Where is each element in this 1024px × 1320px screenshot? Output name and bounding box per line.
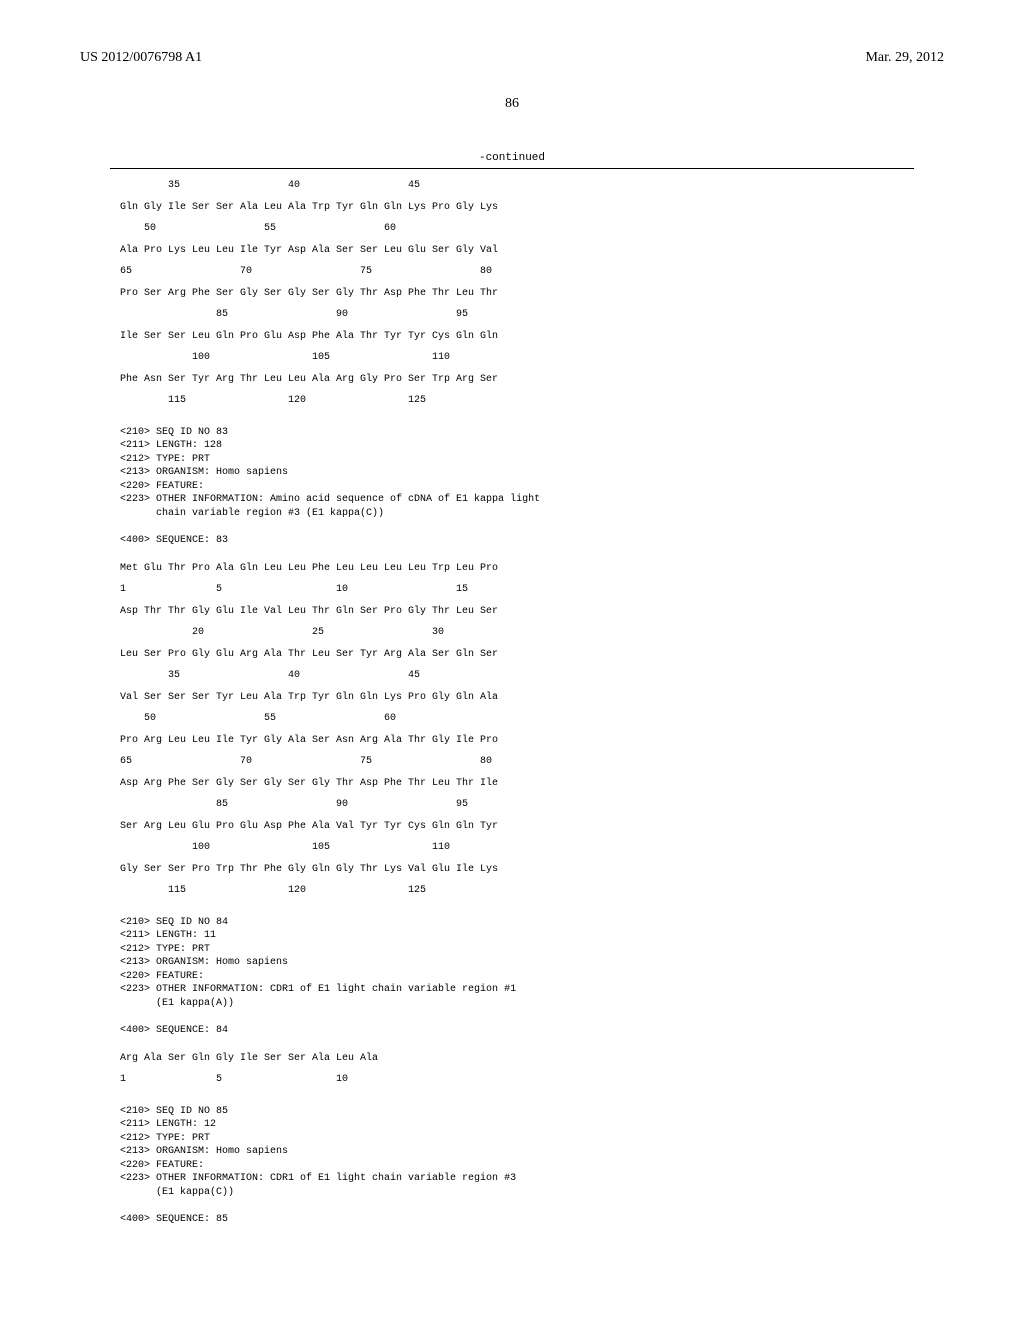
seq-a-row-5: Phe Asn Ser Tyr Arg Thr Leu Leu Ala Arg … [120, 373, 944, 387]
seq-a-row-2: Ala Pro Lys Leu Leu Ile Tyr Asp Ala Ser … [120, 244, 944, 258]
page-number: 86 [80, 96, 944, 112]
seq-b-pos-3: 35 40 45 [120, 669, 944, 683]
seq-b-row-8: Gly Ser Ser Pro Trp Thr Phe Gly Gln Gly … [120, 863, 944, 877]
seq-b-row-1: Met Glu Thr Pro Ala Gln Leu Leu Phe Leu … [120, 562, 944, 576]
seq-a-pos-4: 100 105 110 [120, 351, 944, 365]
seq-a-pos-2: 65 70 75 80 [120, 265, 944, 279]
seq-83-label: <400> SEQUENCE: 83 [120, 534, 944, 548]
seq-b-row-3: Leu Ser Pro Gly Glu Arg Ala Thr Leu Ser … [120, 648, 944, 662]
seq-b-pos-7: 100 105 110 [120, 841, 944, 855]
seq-b-row-5: Pro Arg Leu Leu Ile Tyr Gly Ala Ser Asn … [120, 734, 944, 748]
seq-b-pos-2: 20 25 30 [120, 626, 944, 640]
meta-block-85: <210> SEQ ID NO 85 <211> LENGTH: 12 <212… [120, 1105, 944, 1200]
doc-date: Mar. 29, 2012 [865, 50, 944, 66]
seq-a-row-3: Pro Ser Arg Phe Ser Gly Ser Gly Ser Gly … [120, 287, 944, 301]
seq-b-row-6: Asp Arg Phe Ser Gly Ser Gly Ser Gly Thr … [120, 777, 944, 791]
seq-c-row-1: Arg Ala Ser Gln Gly Ile Ser Ser Ala Leu … [120, 1052, 944, 1066]
seq-85-label: <400> SEQUENCE: 85 [120, 1213, 944, 1227]
page-header: US 2012/0076798 A1 Mar. 29, 2012 [80, 50, 944, 66]
seq-b-pos-6: 85 90 95 [120, 798, 944, 812]
seq-b-row-4: Val Ser Ser Ser Tyr Leu Ala Trp Tyr Gln … [120, 691, 944, 705]
seq-a-row-1: Gln Gly Ile Ser Ser Ala Leu Ala Trp Tyr … [120, 201, 944, 215]
seq-b-pos-1: 1 5 10 15 [120, 583, 944, 597]
meta-block-83: <210> SEQ ID NO 83 <211> LENGTH: 128 <21… [120, 426, 944, 521]
doc-number: US 2012/0076798 A1 [80, 50, 202, 66]
continued-label: -continued [80, 152, 944, 164]
meta-block-84: <210> SEQ ID NO 84 <211> LENGTH: 11 <212… [120, 916, 944, 1011]
seq-a-row-4: Ile Ser Ser Leu Gln Pro Glu Asp Phe Ala … [120, 330, 944, 344]
seq-c-pos-1: 1 5 10 [120, 1073, 944, 1087]
seq-b-row-7: Ser Arg Leu Glu Pro Glu Asp Phe Ala Val … [120, 820, 944, 834]
seq-84-label: <400> SEQUENCE: 84 [120, 1024, 944, 1038]
seq-b-pos-8: 115 120 125 [120, 884, 944, 898]
seq-a-pos-3: 85 90 95 [120, 308, 944, 322]
seq-pos-row-1: 35 40 45 [120, 179, 944, 193]
divider-line [110, 168, 914, 169]
seq-a-pos-5: 115 120 125 [120, 394, 944, 408]
seq-b-row-2: Asp Thr Thr Gly Glu Ile Val Leu Thr Gln … [120, 605, 944, 619]
seq-a-pos-1: 50 55 60 [120, 222, 944, 236]
seq-b-pos-5: 65 70 75 80 [120, 755, 944, 769]
seq-b-pos-4: 50 55 60 [120, 712, 944, 726]
